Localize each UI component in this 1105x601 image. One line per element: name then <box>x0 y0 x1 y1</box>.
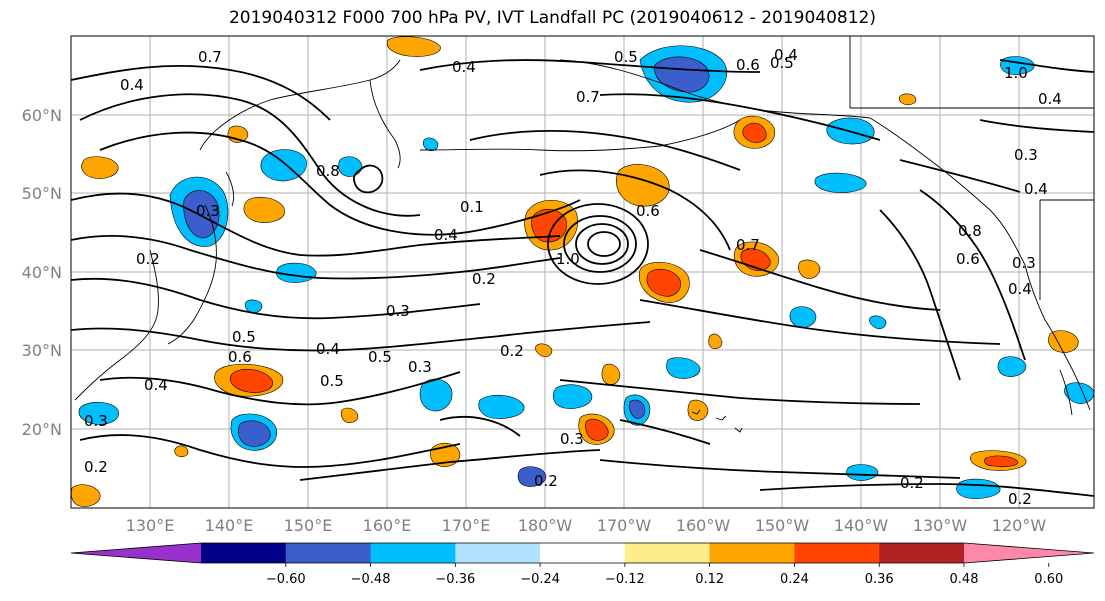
contour-labels: 0.7 0.4 0.4 0.5 0.6 0.5 0.4 0.7 0.4 1.0 … <box>84 46 1062 508</box>
lon-label: 170°W <box>597 516 652 535</box>
contour-label: 0.3 <box>560 430 584 448</box>
colorbar-tick-label: 0.48 <box>950 572 979 587</box>
colorbar-tick-label: 0.36 <box>865 572 894 587</box>
colorbar-tick-label: −0.48 <box>351 572 391 587</box>
contour-label: 0.4 <box>1024 180 1048 198</box>
contour-label: 1.0 <box>556 250 580 268</box>
contour-label: 0.4 <box>144 376 168 394</box>
contour-label: 0.5 <box>320 372 344 390</box>
colorbar-segment <box>455 543 541 563</box>
map-frame <box>70 35 1095 509</box>
colorbar-segment <box>370 543 456 563</box>
contour-label: 0.3 <box>408 358 432 376</box>
colorbar-segment <box>201 543 287 563</box>
lon-label: 150°W <box>755 516 810 535</box>
contour-label: 0.4 <box>434 226 458 244</box>
contour-label: 0.3 <box>1012 254 1036 272</box>
lon-label: 130°W <box>913 516 968 535</box>
colorbar-extension-high <box>964 543 1094 563</box>
colorbar-tick-label: −0.24 <box>520 572 560 587</box>
colorbar-extension-low <box>71 543 201 563</box>
contour-label: 0.6 <box>956 250 980 268</box>
contour-label: 0.2 <box>534 472 558 490</box>
lon-label: 160°W <box>676 516 731 535</box>
lat-label: 40°N <box>22 263 62 282</box>
latitude-labels: 60°N 50°N 40°N 30°N 20°N <box>22 106 62 439</box>
contour-label: 0.2 <box>500 342 524 360</box>
colorbar-segment <box>624 543 711 563</box>
colorbar-tick-label: 0.12 <box>695 572 724 587</box>
contour-label: 0.4 <box>452 58 476 76</box>
colorbar-segment <box>709 543 795 563</box>
contour-label: 0.3 <box>386 302 410 320</box>
lon-label: 120°W <box>992 516 1047 535</box>
contour-label: 1.0 <box>1004 64 1028 82</box>
contour-label: 0.8 <box>958 222 982 240</box>
contour-label: 0.5 <box>770 54 794 72</box>
contour-label: 0.3 <box>84 412 108 430</box>
lon-label: 140°W <box>834 516 889 535</box>
colorbar-segment <box>794 543 880 563</box>
contour-label: 0.2 <box>472 270 496 288</box>
lon-label: 170°E <box>442 516 491 535</box>
contour-label: 0.2 <box>136 250 160 268</box>
colorbar-tick-label: 0.60 <box>1034 572 1063 587</box>
colorbar-tick-label: −0.12 <box>605 572 645 587</box>
lat-label: 50°N <box>22 184 62 203</box>
colorbar-segment <box>879 543 965 563</box>
contour-label: 0.6 <box>228 348 252 366</box>
lat-label: 60°N <box>22 106 62 125</box>
colorbar-segment <box>285 543 372 563</box>
contour-label: 0.2 <box>1008 490 1032 508</box>
contour-label: 0.3 <box>1014 146 1038 164</box>
contour-label: 0.4 <box>1008 280 1032 298</box>
contour-label: 0.7 <box>576 88 600 106</box>
colorbar: −0.60 −0.48 −0.36 −0.24 −0.12 0.12 0.24 0.36 0.4… <box>70 542 1095 587</box>
colorbar-outline <box>70 542 1095 564</box>
lat-label: 20°N <box>22 420 62 439</box>
contour-label: 0.5 <box>368 348 392 366</box>
contour-label: 0.4 <box>120 76 144 94</box>
map-panel: 0.7 0.4 0.4 0.5 0.6 0.5 0.4 0.7 0.4 1.0 … <box>71 36 1094 508</box>
contour-label: 0.2 <box>900 474 924 492</box>
contour-label: 0.3 <box>196 202 220 220</box>
colorbar-segment <box>540 543 626 563</box>
coastlines <box>74 36 1094 433</box>
contour-label: 0.1 <box>460 198 484 216</box>
lon-label: 130°E <box>126 516 175 535</box>
ivt-anomaly-patches <box>71 36 1094 507</box>
map-title: 2019040312 F000 700 hPa PV, IVT Landfall… <box>228 8 876 28</box>
contour-label: 0.4 <box>316 340 340 358</box>
contour-label: 0.6 <box>636 202 660 220</box>
gridlines <box>71 36 1094 508</box>
lon-label: 150°E <box>284 516 333 535</box>
pv-contours <box>71 59 1094 497</box>
colorbar-tick-label: 0.24 <box>780 572 809 587</box>
colorbar-tick-label: −0.36 <box>435 572 475 587</box>
contour-label: 0.6 <box>736 56 760 74</box>
contour-label: 0.8 <box>316 162 340 180</box>
lon-label: 160°E <box>363 516 412 535</box>
contour-label: 0.4 <box>1038 90 1062 108</box>
contour-label: 0.5 <box>614 48 638 66</box>
contour-label: 0.4 <box>774 46 798 64</box>
contour-label: 0.7 <box>198 48 222 66</box>
longitude-labels: 130°E 140°E 150°E 160°E 170°E 180°W 170°… <box>126 516 1047 535</box>
lat-label: 30°N <box>22 341 62 360</box>
colorbar-tick-label: −0.60 <box>266 572 306 587</box>
lon-label: 180°W <box>518 516 573 535</box>
contour-label: 0.7 <box>736 236 760 254</box>
lon-label: 140°E <box>205 516 254 535</box>
contour-label: 0.5 <box>232 328 256 346</box>
contour-label: 0.2 <box>84 458 108 476</box>
